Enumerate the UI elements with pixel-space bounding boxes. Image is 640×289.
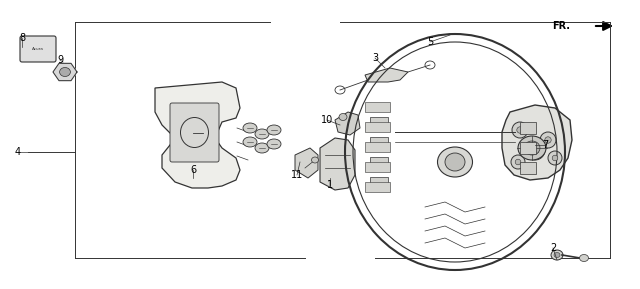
Ellipse shape bbox=[531, 146, 539, 154]
Ellipse shape bbox=[518, 136, 546, 160]
Ellipse shape bbox=[548, 151, 562, 165]
FancyBboxPatch shape bbox=[365, 162, 390, 172]
Text: 8: 8 bbox=[19, 33, 25, 43]
Text: Acura: Acura bbox=[32, 47, 44, 51]
FancyBboxPatch shape bbox=[520, 122, 536, 134]
Ellipse shape bbox=[552, 155, 558, 161]
Text: 1: 1 bbox=[327, 180, 333, 190]
FancyBboxPatch shape bbox=[370, 137, 388, 149]
Text: 2: 2 bbox=[550, 243, 556, 253]
FancyBboxPatch shape bbox=[365, 122, 390, 132]
Polygon shape bbox=[335, 112, 360, 135]
Ellipse shape bbox=[540, 132, 556, 148]
Ellipse shape bbox=[339, 114, 347, 121]
FancyBboxPatch shape bbox=[370, 117, 388, 129]
Ellipse shape bbox=[445, 153, 465, 171]
FancyArrowPatch shape bbox=[596, 22, 611, 30]
Ellipse shape bbox=[243, 123, 257, 133]
Ellipse shape bbox=[554, 253, 560, 257]
Polygon shape bbox=[295, 148, 318, 178]
Ellipse shape bbox=[60, 68, 70, 77]
FancyBboxPatch shape bbox=[370, 177, 388, 189]
Polygon shape bbox=[502, 105, 572, 180]
Ellipse shape bbox=[255, 143, 269, 153]
FancyBboxPatch shape bbox=[365, 142, 390, 152]
Text: 5: 5 bbox=[427, 37, 433, 47]
Ellipse shape bbox=[512, 122, 528, 138]
Polygon shape bbox=[53, 63, 77, 81]
Text: 11: 11 bbox=[291, 170, 303, 180]
Ellipse shape bbox=[267, 125, 281, 135]
Ellipse shape bbox=[438, 147, 472, 177]
Ellipse shape bbox=[255, 129, 269, 139]
Text: 4: 4 bbox=[15, 147, 21, 157]
Ellipse shape bbox=[524, 141, 540, 155]
Ellipse shape bbox=[545, 137, 551, 143]
Polygon shape bbox=[155, 82, 240, 188]
Polygon shape bbox=[320, 138, 355, 190]
Ellipse shape bbox=[515, 159, 521, 165]
Ellipse shape bbox=[579, 255, 589, 262]
Ellipse shape bbox=[551, 250, 563, 260]
Polygon shape bbox=[365, 68, 408, 82]
FancyBboxPatch shape bbox=[520, 162, 536, 174]
FancyBboxPatch shape bbox=[20, 36, 56, 62]
Text: 9: 9 bbox=[57, 55, 63, 65]
Text: 3: 3 bbox=[372, 53, 378, 63]
Ellipse shape bbox=[267, 139, 281, 149]
Ellipse shape bbox=[517, 127, 524, 133]
Text: 10: 10 bbox=[321, 115, 333, 125]
FancyBboxPatch shape bbox=[520, 142, 536, 154]
Text: 6: 6 bbox=[190, 165, 196, 175]
Ellipse shape bbox=[511, 155, 525, 169]
Ellipse shape bbox=[525, 140, 545, 160]
Ellipse shape bbox=[312, 157, 319, 163]
FancyBboxPatch shape bbox=[365, 102, 390, 112]
FancyBboxPatch shape bbox=[370, 157, 388, 169]
Text: 7: 7 bbox=[542, 140, 548, 150]
Text: FR.: FR. bbox=[552, 21, 570, 31]
Ellipse shape bbox=[243, 137, 257, 147]
FancyBboxPatch shape bbox=[365, 182, 390, 192]
FancyBboxPatch shape bbox=[170, 103, 219, 162]
